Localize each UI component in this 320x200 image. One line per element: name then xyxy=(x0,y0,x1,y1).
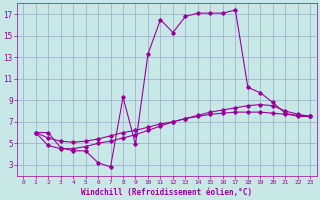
X-axis label: Windchill (Refroidissement éolien,°C): Windchill (Refroidissement éolien,°C) xyxy=(81,188,252,197)
